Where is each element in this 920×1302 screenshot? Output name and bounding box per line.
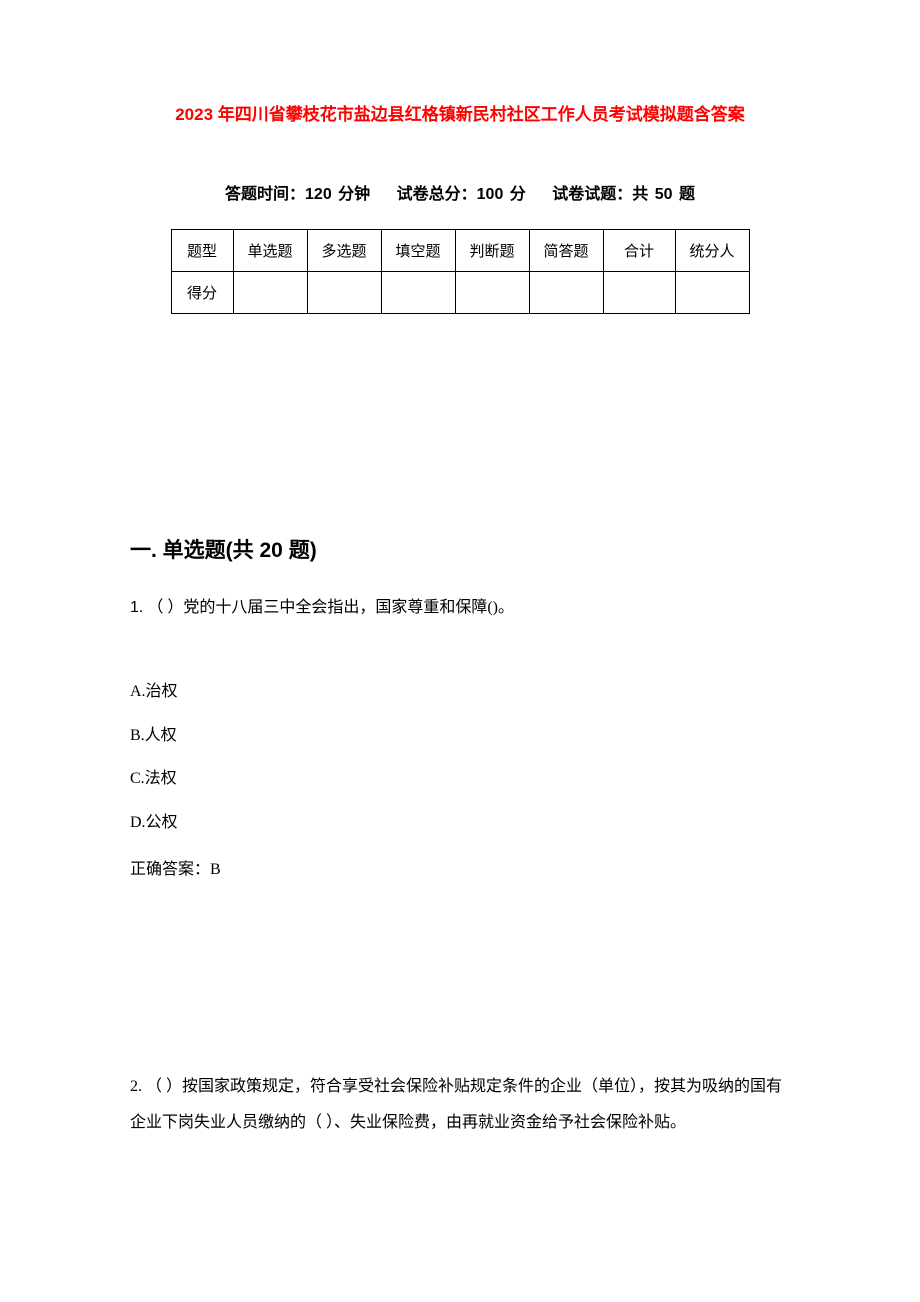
question-block-2: 2. （ ）按国家政策规定，符合享受社会保险补贴规定条件的企业（单位），按其为吸… (130, 1069, 790, 1139)
table-cell-empty (455, 272, 529, 314)
question-text: （ ）按国家政策规定，符合享受社会保险补贴规定条件的企业（单位），按其为吸纳的国… (130, 1078, 782, 1130)
document-title: 2023 年四川省攀枝花市盐边县红格镇新民村社区工作人员考试模拟题含答案 (130, 100, 790, 125)
meta-total-score: 试卷总分：100 分 (397, 186, 526, 203)
question-number: 1. (130, 599, 143, 616)
table-cell-empty (381, 272, 455, 314)
table-cell-empty (529, 272, 603, 314)
table-cell-empty (603, 272, 675, 314)
table-cell: 判断题 (455, 230, 529, 272)
meta-info-line: 答题时间：120 分钟 试卷总分：100 分 试卷试题：共 50 题 (130, 180, 790, 204)
meta-time: 答题时间：120 分钟 (225, 186, 370, 203)
table-cell: 填空题 (381, 230, 455, 272)
question-block-1: 1. （ ）党的十八届三中全会指出，国家尊重和保障()。 A.治权 B.人权 C… (130, 592, 790, 879)
section-heading: 一. 单选题(共 20 题) (130, 534, 790, 564)
table-cell-empty (233, 272, 307, 314)
table-cell: 简答题 (529, 230, 603, 272)
table-cell: 多选题 (307, 230, 381, 272)
table-cell: 单选题 (233, 230, 307, 272)
table-cell: 统分人 (675, 230, 749, 272)
table-cell: 得分 (171, 272, 233, 314)
option-b: B.人权 (130, 723, 790, 749)
spacer (130, 949, 790, 1069)
table-cell-empty (675, 272, 749, 314)
question-text: （ ）党的十八届三中全会指出，国家尊重和保障()。 (147, 599, 514, 616)
question-options: A.治权 B.人权 C.法权 D.公权 (130, 679, 790, 835)
table-row-header: 题型 单选题 多选题 填空题 判断题 简答题 合计 统分人 (171, 230, 749, 272)
question-number: 2. (130, 1078, 142, 1095)
table-row-score: 得分 (171, 272, 749, 314)
option-c: C.法权 (130, 766, 790, 792)
table-cell: 合计 (603, 230, 675, 272)
score-table: 题型 单选题 多选题 填空题 判断题 简答题 合计 统分人 得分 (171, 229, 750, 314)
meta-total-questions: 试卷试题：共 50 题 (552, 186, 695, 203)
answer-line: 正确答案：B (130, 855, 790, 879)
table-cell: 题型 (171, 230, 233, 272)
option-a: A.治权 (130, 679, 790, 705)
table-cell-empty (307, 272, 381, 314)
question-stem: 1. （ ）党的十八届三中全会指出，国家尊重和保障()。 (130, 592, 790, 624)
option-d: D.公权 (130, 810, 790, 836)
